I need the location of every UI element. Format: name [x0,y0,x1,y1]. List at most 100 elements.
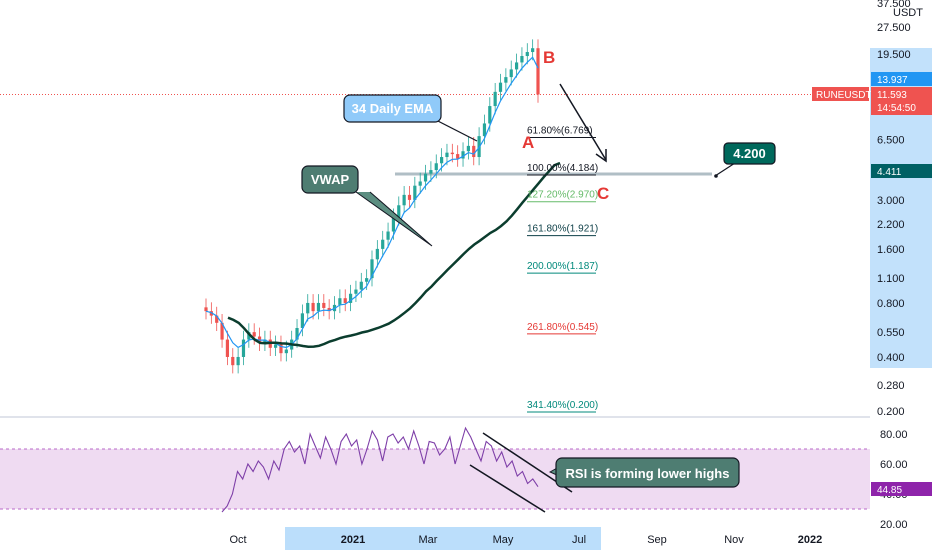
candle-body[interactable] [493,91,497,107]
rsi-lower-trendline[interactable] [469,464,546,513]
candle-body[interactable] [365,278,369,282]
candle-body[interactable] [209,311,213,316]
candle-body[interactable] [520,56,524,63]
vwap-line[interactable] [227,161,561,348]
time-tick-label: 2022 [798,534,822,546]
candle-body[interactable] [429,170,433,174]
candle-body[interactable] [509,69,513,78]
candle-body[interactable] [445,152,449,158]
candle-body[interactable] [295,328,299,340]
candle-body[interactable] [220,322,224,340]
vwap-callout[interactable]: VWAP [301,165,433,247]
candle-body[interactable] [440,157,444,164]
time-tick-label: 2021 [341,534,365,546]
candle-body[interactable] [370,259,374,279]
price-tick-label: 3.000 [877,195,905,207]
rsi-value-tag-value: 44.85 [877,485,902,496]
price-tick-label: 1.600 [877,244,905,256]
time-tick-label: Jul [572,534,586,546]
candle-body[interactable] [348,293,353,303]
candle-body[interactable] [402,194,406,206]
candle-body[interactable] [418,181,422,186]
candle-body[interactable] [472,145,476,158]
candle-body[interactable] [327,307,331,312]
point-c-label: C [597,184,609,203]
candle-body[interactable] [504,77,508,83]
candle-body[interactable] [375,248,379,260]
price-pane[interactable] [0,0,870,415]
candle-body[interactable] [225,339,230,357]
candle-body[interactable] [300,313,304,329]
candle-body[interactable] [231,356,235,366]
time-axis-highlight [285,527,601,550]
candle-body[interactable] [391,217,396,232]
candle-body[interactable] [322,302,326,308]
candle-body[interactable] [525,52,529,57]
rsi-tick-label: 80.00 [880,429,908,441]
candle-body[interactable] [338,298,342,305]
candle-body[interactable] [397,205,401,218]
price-tick-label: 0.400 [877,352,905,364]
candle-body[interactable] [343,298,347,303]
candle-body[interactable] [514,62,519,70]
fib-level-label: 261.80%(0.545) [527,322,598,333]
candle-body[interactable] [247,332,251,340]
candle-body[interactable] [386,231,390,240]
rsi-axis[interactable] [870,419,932,527]
projection-arrow[interactable] [559,83,607,161]
candle-body[interactable] [252,332,256,337]
candle-body[interactable] [482,123,487,137]
price-axis-ticks: 37.50027.50019.5009.5006.5003.0002.2001.… [877,0,911,418]
candle-body[interactable] [215,315,219,323]
candle-body[interactable] [450,152,454,155]
candle-body[interactable] [354,289,358,294]
candle-body[interactable] [284,349,288,354]
time-tick-label: Mar [419,534,438,546]
candle-body[interactable] [316,302,321,312]
candle-body[interactable] [236,356,240,366]
candle-body[interactable] [536,48,540,95]
price-tick-label: 0.280 [877,380,905,392]
candle-body[interactable] [466,145,470,152]
rsi-callout[interactable]: RSI is forming lower highs [548,457,740,488]
candle-body[interactable] [263,339,267,343]
candle-body[interactable] [241,339,246,357]
arrow-head-icon [595,149,607,163]
candle-body[interactable] [456,154,460,159]
fib-level-label: 341.40%(0.200) [527,400,598,411]
rsi-line[interactable] [221,426,539,513]
candle-body[interactable] [381,239,385,249]
price-tag-ema-value: 13.937 [877,75,908,86]
fib-levels-group[interactable]: 61.80%(6.769) 100.00%(4.184) 127.20%(2.970… [527,125,598,413]
candle-body[interactable] [498,82,503,92]
rsi-tick-label: 60.00 [880,459,908,471]
candle-body[interactable] [413,185,417,200]
fib-level-label: 127.20%(2.970) [527,190,598,201]
candle-body[interactable] [407,194,412,200]
rsi-tick-label: 20.00 [880,519,908,531]
candle-body[interactable] [423,173,428,182]
candle-body[interactable] [359,281,363,290]
price-tick-label: 19.500 [877,49,911,61]
candle-body[interactable] [306,302,310,314]
point-b-label: B [543,48,555,67]
time-tick-label: Oct [229,534,246,546]
target-point-icon [714,174,718,178]
candle-body[interactable] [279,344,283,354]
price-tick-label: 0.550 [877,327,905,339]
candle-body[interactable] [531,48,535,53]
candle-body[interactable] [434,163,438,171]
ema-34-line[interactable] [205,56,539,349]
candle-body[interactable] [488,106,492,124]
candle-body[interactable] [461,151,465,159]
candle-body[interactable] [204,307,208,312]
ema-callout[interactable]: 34 Daily EMA [343,94,478,142]
candle-body[interactable] [274,344,278,348]
vwap-callout-pointer [355,191,433,247]
time-tick-label: May [493,534,514,546]
target-callout[interactable]: 4.200 [714,142,776,178]
candle-body[interactable] [311,302,315,312]
target-callout-pointer [714,162,736,177]
fib-level-label: 200.00%(1.187) [527,261,598,272]
